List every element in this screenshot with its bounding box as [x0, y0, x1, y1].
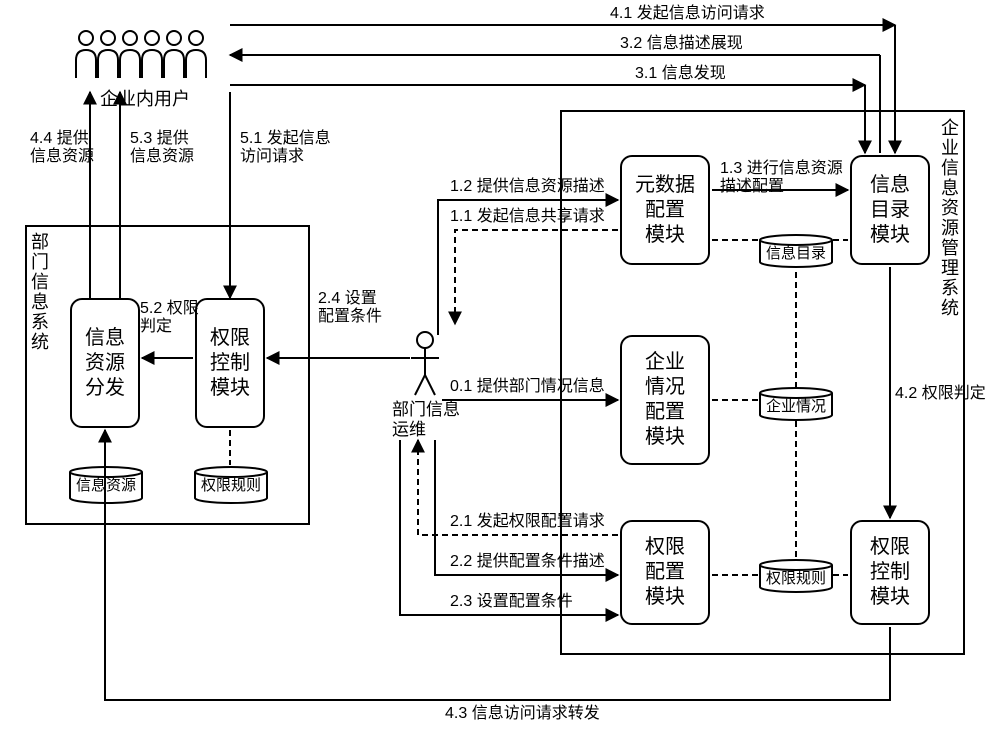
- diagram-canvas: 部门信息系统 企业信息资源管理系统 信息资源分发 权限控制模块 元数据配置模块 …: [0, 0, 1000, 735]
- edge-label: 2.1 发起权限配置请求: [450, 513, 605, 531]
- edge-label: 2.4 设置 配置条件: [318, 290, 382, 325]
- node-info-dist: 信息资源分发: [70, 298, 140, 428]
- cylinder-label: 企业情况: [760, 395, 832, 416]
- cylinder-label: 信息目录: [760, 242, 832, 263]
- container-dept-sys-title: 部门信息系统: [30, 232, 48, 352]
- edge-label: 4.3 信息访问请求转发: [445, 705, 600, 723]
- node-ent-cfg: 企业情况配置模块: [620, 335, 710, 465]
- node-perm-ctrl-right: 权限控制模块: [850, 520, 930, 625]
- edge-label: 3.2 信息描述展现: [620, 35, 743, 53]
- edge-label: 5.2 权限 判定: [140, 300, 199, 335]
- node-info-cat: 信息目录模块: [850, 155, 930, 265]
- users-label: 企业内用户: [100, 90, 190, 110]
- edge-label: 0.1 提供部门情况信息: [450, 378, 605, 396]
- cylinder-label: 权限规则: [760, 567, 832, 588]
- edge-label: 1.1 发起信息共享请求: [450, 208, 605, 226]
- node-perm-ctrl-left: 权限控制模块: [195, 298, 265, 428]
- cylinder-label: 权限规则: [195, 474, 267, 495]
- edge-label: 4.4 提供 信息资源: [30, 130, 94, 165]
- edge-label: 4.2 权限判定: [895, 385, 986, 403]
- edge-label: 5.3 提供 信息资源: [130, 130, 194, 165]
- edge-label: 4.1 发起信息访问请求: [610, 5, 765, 23]
- node-meta-cfg: 元数据配置模块: [620, 155, 710, 265]
- container-ent-sys-title: 企业信息资源管理系统: [940, 118, 958, 318]
- edge-label: 1.2 提供信息资源描述: [450, 178, 605, 196]
- edge-label: 5.1 发起信息 访问请求: [240, 130, 331, 165]
- dept-ops-label: 部门信息运维: [392, 400, 460, 441]
- edge-label: 3.1 信息发现: [635, 65, 726, 83]
- edge-label: 1.3 进行信息资源 描述配置: [720, 160, 843, 195]
- cylinder-label: 信息资源: [70, 474, 142, 495]
- node-perm-cfg: 权限配置模块: [620, 520, 710, 625]
- container-dept-sys: [25, 225, 310, 525]
- edge-label: 2.2 提供配置条件描述: [450, 553, 605, 571]
- edge-label: 2.3 设置配置条件: [450, 593, 573, 611]
